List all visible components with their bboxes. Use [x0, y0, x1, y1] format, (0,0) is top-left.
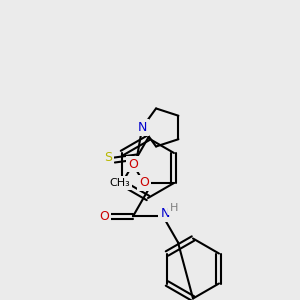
Text: N: N: [137, 121, 147, 134]
Text: S: S: [104, 151, 112, 164]
Text: O: O: [128, 158, 138, 171]
Text: N: N: [160, 207, 170, 220]
Text: H: H: [170, 203, 178, 213]
Text: O: O: [139, 176, 149, 190]
Text: N: N: [137, 121, 147, 134]
Text: O: O: [100, 210, 110, 223]
Text: CH₃: CH₃: [110, 178, 130, 188]
